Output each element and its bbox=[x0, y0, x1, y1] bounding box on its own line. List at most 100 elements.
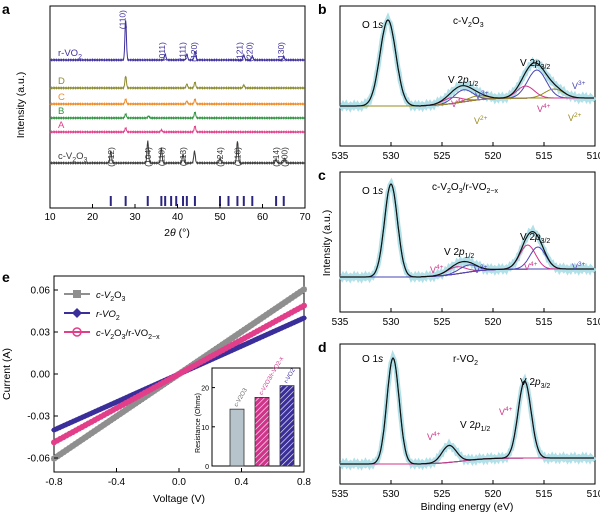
panel-b-v4-label-2: V4+ bbox=[537, 103, 551, 114]
iv-point-c-v2o3-r-vo2-x bbox=[297, 304, 304, 311]
iv-point-c-v2o3 bbox=[301, 286, 307, 292]
iv-point-c-v2o3-r-vo2-x bbox=[63, 432, 70, 439]
legend-marker-c bbox=[73, 290, 81, 298]
xrd-hkl-bottom: (300) bbox=[280, 147, 290, 167]
iv-point-c-v2o3-r-vo2-x bbox=[241, 335, 248, 342]
panel-d-v2p12-label: V 2p1/2 bbox=[460, 420, 490, 433]
xrd-series-c bbox=[49, 98, 305, 107]
iv-point-c-v2o3-r-vo2-x bbox=[263, 323, 270, 330]
iv-point-c-v2o3 bbox=[142, 394, 148, 400]
iv-point-c-v2o3 bbox=[285, 297, 291, 303]
xps-d-xtick-label: 530 bbox=[383, 489, 400, 500]
iv-point-c-v2o3-r-vo2-x bbox=[272, 318, 279, 325]
iv-point-c-v2o3 bbox=[232, 333, 238, 339]
xrd-xtick-label: 30 bbox=[129, 212, 141, 223]
iv-point-c-v2o3 bbox=[245, 324, 251, 330]
panel-b-o1s-label: O 1s bbox=[362, 20, 383, 31]
xps-b-xtick-label: 535 bbox=[332, 151, 349, 162]
iv-point-c-v2o3-r-vo2-x bbox=[197, 359, 204, 366]
xrd-hkl-bottom: (012) bbox=[106, 147, 116, 167]
xps-c-xtick-label: 510 bbox=[587, 317, 600, 328]
legend-label-r: r-VO2 bbox=[96, 309, 120, 322]
panel-b-title: c-V2O3 bbox=[453, 16, 484, 29]
iv-point-c-v2o3 bbox=[239, 329, 244, 335]
iv-point-c-v2o3-r-vo2-x bbox=[244, 333, 251, 340]
iv-point-c-v2o3-r-vo2-x bbox=[82, 422, 89, 429]
xrd-hkl-top: (110) bbox=[118, 10, 128, 29]
iv-point-c-v2o3-r-vo2-x bbox=[163, 377, 170, 384]
iv-point-c-v2o3-r-vo2-x bbox=[122, 400, 129, 407]
panel-c-v3-label-1: V3+ bbox=[474, 264, 488, 275]
iv-point-c-v2o3-r-vo2-x bbox=[107, 408, 114, 415]
iv-point-c-v2o3-r-vo2-x bbox=[88, 418, 95, 425]
iv-point-c-v2o3-r-vo2-x bbox=[285, 311, 292, 318]
inset-bar-c-v2o3 bbox=[229, 408, 245, 467]
panel-d-frame bbox=[339, 343, 596, 485]
iv-point-c-v2o3 bbox=[139, 396, 144, 402]
iv-point-c-v2o3-r-vo2-x bbox=[222, 345, 229, 352]
iv-point-c-v2o3-r-vo2-x bbox=[147, 386, 154, 393]
panel-c-v3-label-2: V3+ bbox=[572, 261, 586, 272]
iv-point-c-v2o3-r-vo2-x bbox=[94, 415, 101, 422]
panel-a-letter: a bbox=[2, 1, 10, 17]
iv-point-c-v2o3-r-vo2-x bbox=[219, 347, 226, 354]
iv-point-c-v2o3-r-vo2-x bbox=[301, 302, 307, 309]
iv-point-c-v2o3 bbox=[67, 445, 73, 451]
iv-point-c-v2o3-r-vo2-x bbox=[282, 312, 289, 319]
iv-point-c-v2o3-r-vo2-x bbox=[132, 394, 139, 401]
iv-point-c-v2o3-r-vo2-x bbox=[216, 348, 223, 355]
iv-point-c-v2o3-r-vo2-x bbox=[247, 331, 254, 338]
iv-point-c-v2o3 bbox=[126, 405, 132, 411]
iv-point-c-v2o3-r-vo2-x bbox=[138, 391, 145, 398]
iv-point-c-v2o3-r-vo2-x bbox=[169, 374, 176, 381]
xrd-series-b bbox=[49, 111, 305, 121]
iv-ytick-label: 0.00 bbox=[31, 370, 51, 381]
iv-point-c-v2o3-r-vo2-x bbox=[251, 330, 257, 337]
inset-ylabel: Resistance (Ohms) bbox=[195, 393, 202, 453]
panel-c-v2p12-label: V 2p1/2 bbox=[444, 247, 474, 260]
xps-d-data bbox=[339, 349, 597, 471]
legend-marker-r bbox=[72, 308, 82, 318]
iv-point-c-v2o3-r-vo2-x bbox=[119, 401, 126, 408]
xps-b-xtick-label: 520 bbox=[485, 151, 502, 162]
iv-point-c-v2o3 bbox=[292, 293, 298, 299]
xps-d-component-0 bbox=[340, 357, 594, 465]
xrd-series-d bbox=[49, 75, 305, 91]
xps-d-xtick-label: 520 bbox=[485, 489, 502, 500]
iv-ytick-label: 0.03 bbox=[31, 328, 51, 339]
xps-b-component-6 bbox=[340, 88, 594, 107]
panel-d-v4-label-2: V4+ bbox=[499, 406, 513, 417]
inset-bar-r-vo2 bbox=[279, 385, 295, 467]
iv-point-c-v2o3-r-vo2-x bbox=[194, 360, 201, 367]
iv-xtick-label: -0.8 bbox=[45, 477, 63, 488]
xrd-hkl-top: (011) bbox=[157, 42, 167, 61]
iv-point-c-v2o3-r-vo2-x bbox=[76, 425, 82, 432]
iv-point-c-v2o3 bbox=[79, 437, 85, 443]
iv-point-c-v2o3 bbox=[229, 335, 235, 341]
iv-point-c-v2o3-r-vo2-x bbox=[176, 371, 182, 377]
panel-b-v4-label-1: V4+ bbox=[451, 98, 465, 109]
iv-point-c-v2o3 bbox=[73, 441, 79, 447]
xrd-hkl-top: (121) bbox=[235, 42, 245, 62]
inset-ytick-label: 10 bbox=[201, 425, 209, 432]
xrd-hkl-bottom: (116) bbox=[232, 147, 242, 166]
iv-point-c-v2o3 bbox=[120, 409, 126, 415]
panel-b-letter: b bbox=[318, 1, 327, 17]
iv-point-c-v2o3-r-vo2-x bbox=[191, 362, 198, 369]
iv-point-c-v2o3-r-vo2-x bbox=[276, 316, 282, 323]
iv-point-c-v2o3 bbox=[223, 339, 229, 345]
iv-point-c-v2o3 bbox=[92, 428, 98, 434]
iv-point-c-v2o3-r-vo2-x bbox=[104, 410, 111, 417]
iv-xtick-label: 0.4 bbox=[235, 477, 249, 488]
iv-point-c-v2o3-r-vo2-x bbox=[291, 307, 298, 314]
iv-point-c-v2o3-r-vo2-x bbox=[157, 381, 164, 388]
legend-label-c: c-V2O3 bbox=[96, 290, 126, 303]
iv-point-c-v2o3-r-vo2-x bbox=[69, 429, 76, 436]
panel-c-o1s-label: O 1s bbox=[362, 186, 383, 197]
panel-c-v4-label-1: V4+ bbox=[430, 264, 444, 275]
iv-point-c-v2o3-r-vo2-x bbox=[160, 379, 167, 386]
xps-b-xtick-label: 510 bbox=[587, 151, 600, 162]
iv-point-c-v2o3-r-vo2-x bbox=[144, 388, 151, 395]
xrd-hkl-bottom: (110) bbox=[156, 147, 166, 166]
xrd-xtick-label: 10 bbox=[44, 212, 56, 223]
